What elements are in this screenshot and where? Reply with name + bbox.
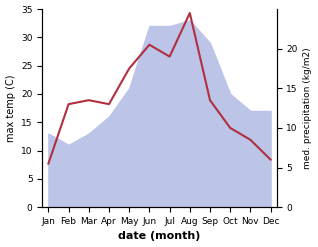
Y-axis label: max temp (C): max temp (C) bbox=[5, 74, 16, 142]
Y-axis label: med. precipitation (kg/m2): med. precipitation (kg/m2) bbox=[303, 47, 313, 169]
X-axis label: date (month): date (month) bbox=[118, 231, 201, 242]
